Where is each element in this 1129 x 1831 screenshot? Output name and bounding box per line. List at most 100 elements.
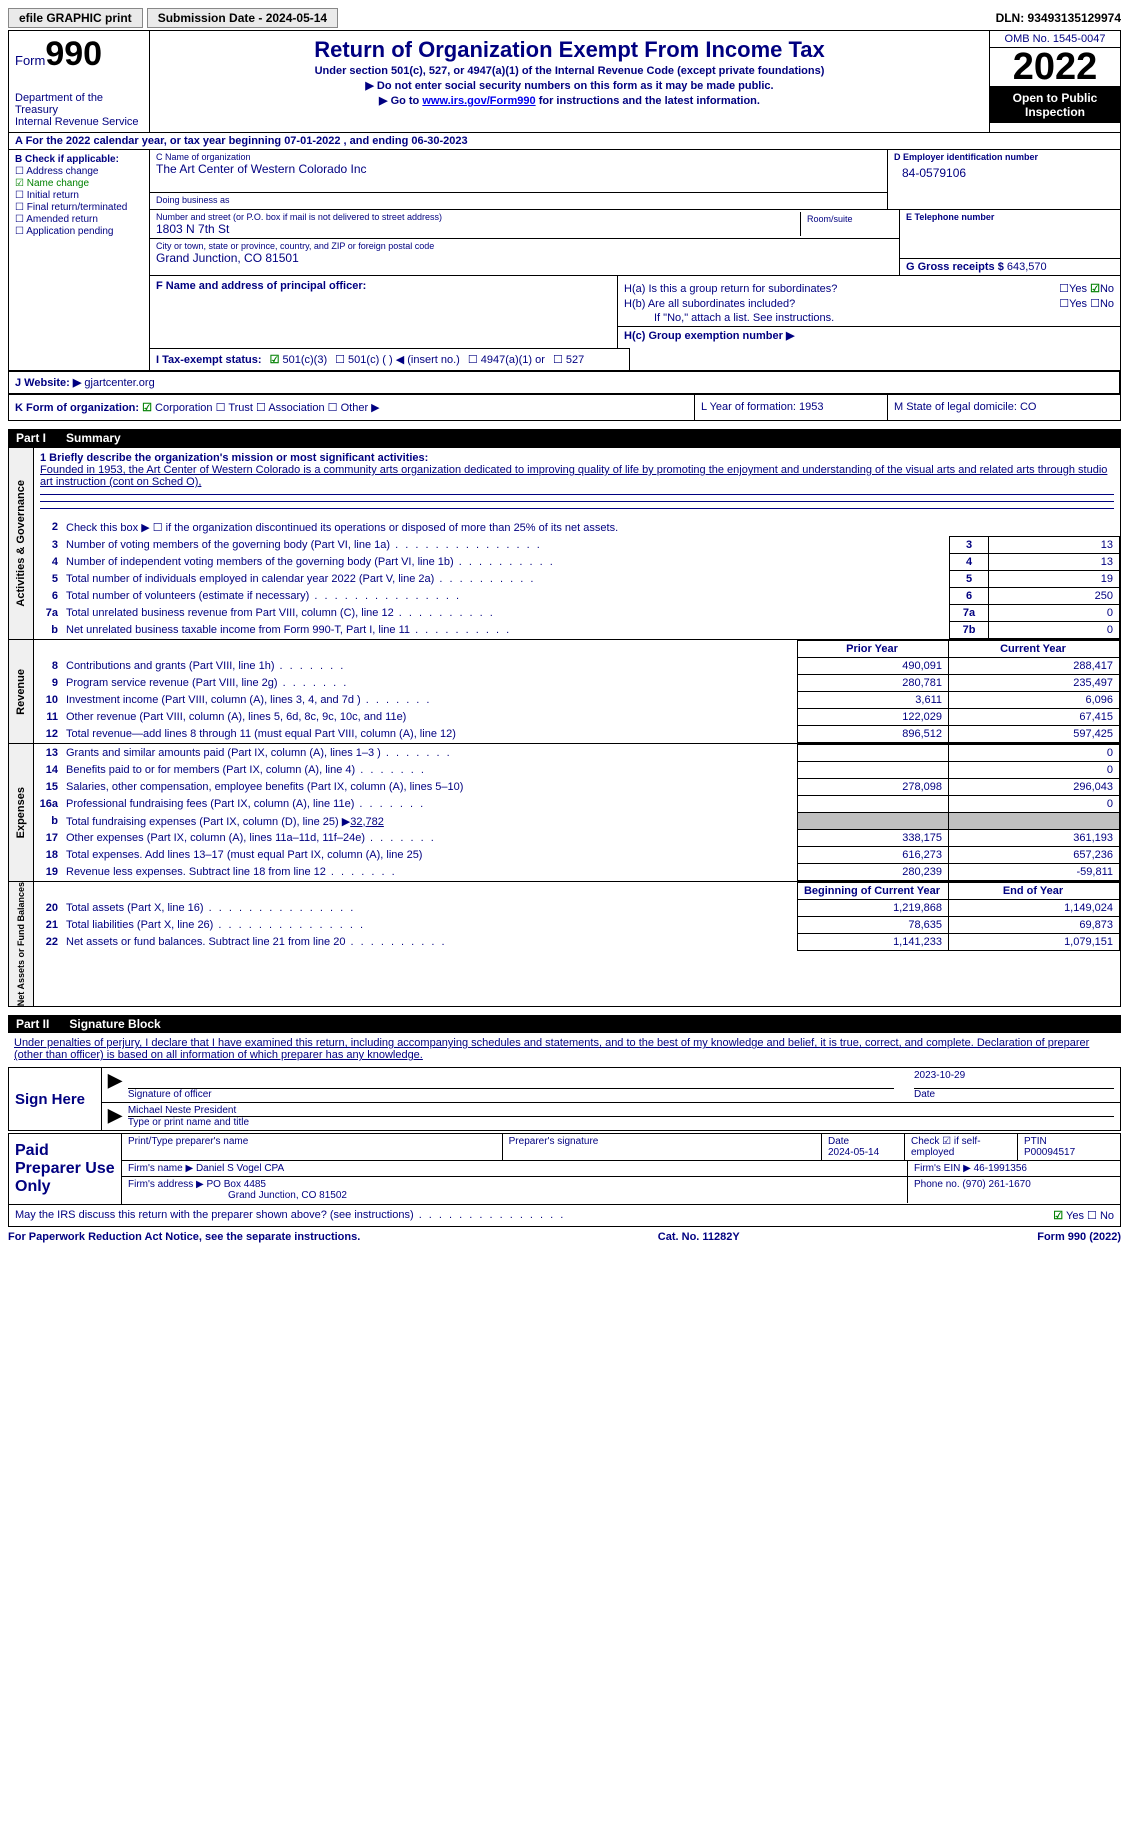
city-value: Grand Junction, CO 81501 [156,251,893,265]
firm-addr2: Grand Junction, CO 81502 [128,1190,347,1201]
sign-here-label: Sign Here [9,1068,102,1130]
line11: Other revenue (Part VIII, column (A), li… [62,709,798,726]
hb-label: H(b) Are all subordinates included? [624,298,1059,310]
line16b: Total fundraising expenses (Part IX, col… [62,813,798,830]
sig-date: 2023-10-29 [914,1070,1114,1089]
sign-block: Sign Here ▶ Signature of officer 2023-10… [8,1067,1121,1131]
hb-yes: Yes [1069,298,1087,310]
section-na: Net Assets or Fund Balances [16,882,26,1006]
cy12: 597,425 [949,726,1120,743]
room-label: Room/suite [807,214,887,224]
tax-status-label: I Tax-exempt status: [156,354,262,366]
chk-application[interactable]: Application pending [15,226,143,237]
cy19: -59,811 [949,864,1120,881]
ha-no: No [1100,283,1114,295]
check-label: B Check if applicable: [15,154,143,165]
efile-button[interactable]: efile GRAPHIC print [8,8,143,28]
val7b: 0 [989,622,1120,639]
chk-address[interactable]: Address change [15,166,143,177]
cy8: 288,417 [949,658,1120,675]
cy16a: 0 [949,796,1120,813]
cat-no: Cat. No. 11282Y [658,1231,740,1243]
py-header: Prior Year [798,641,949,658]
val7a: 0 [989,605,1120,622]
submission-button[interactable]: Submission Date - 2024-05-14 [147,8,338,28]
527: 527 [566,354,584,366]
cy-header: Current Year [949,641,1120,658]
py19: 280,239 [798,864,949,881]
k-row: K Form of organization: ☑ Corporation ☐ … [8,394,1121,421]
line12: Total revenue—add lines 8 through 11 (mu… [62,726,798,743]
officer-label: F Name and address of principal officer: [156,280,611,292]
line9: Program service revenue (Part VIII, line… [62,675,798,692]
ptin-label: PTIN [1024,1136,1114,1147]
chk-name-change[interactable]: Name change [15,178,143,189]
k-other: Other ▶ [341,402,380,414]
pra-notice: For Paperwork Reduction Act Notice, see … [8,1231,360,1243]
ein-value: 84-0579106 [894,162,1114,184]
line14: Benefits paid to or for members (Part IX… [62,762,798,779]
phone-label: E Telephone number [906,212,1114,222]
goto-post: for instructions and the latest informat… [536,95,760,107]
gross-value: 643,570 [1007,261,1047,273]
form-title: Return of Organization Exempt From Incom… [158,37,981,63]
line4: Number of independent voting members of … [62,554,950,571]
k-trust: Trust [228,402,253,414]
line10: Investment income (Part VIII, column (A)… [62,692,798,709]
line18: Total expenses. Add lines 13–17 (must eq… [62,847,798,864]
chk-initial[interactable]: Initial return [15,190,143,201]
irs-link[interactable]: www.irs.gov/Form990 [422,95,535,107]
line3: Number of voting members of the governin… [62,537,950,554]
chk-amended[interactable]: Amended return [15,214,143,225]
preparer-block: Paid Preparer Use Only Print/Type prepar… [8,1133,1121,1205]
form-word: Form [15,53,45,68]
org-name: The Art Center of Western Colorado Inc [156,162,881,176]
py10: 3,611 [798,692,949,709]
checkbox-column: B Check if applicable: Address change Na… [9,150,150,370]
prep-date: 2024-05-14 [828,1147,898,1158]
py16a [798,796,949,813]
header-right: OMB No. 1545-0047 2022 Open to Public In… [989,31,1120,132]
firm-addr-label: Firm's address ▶ [128,1179,204,1190]
line2: Check this box ▶ ☐ if the organization d… [62,519,1120,537]
dba-label: Doing business as [150,192,887,207]
open-inspection: Open to Public Inspection [990,87,1120,123]
hb-note: If "No," attach a list. See instructions… [624,312,1114,324]
chk-final[interactable]: Final return/terminated [15,202,143,213]
val3: 13 [989,537,1120,554]
paid-preparer-label: Paid Preparer Use Only [9,1134,122,1204]
year-formation: L Year of formation: 1953 [695,395,888,420]
footer: For Paperwork Reduction Act Notice, see … [8,1227,1121,1247]
form-number: 990 [45,35,102,73]
gross-label: G Gross receipts $ [906,261,1004,273]
website-label: J Website: ▶ [15,377,81,389]
eoy-header: End of Year [949,883,1120,900]
b20: 1,219,868 [798,900,949,917]
hb-no: No [1100,298,1114,310]
line20: Total assets (Part X, line 16) [62,900,798,917]
form-header: Form990 Department of the Treasury Inter… [8,30,1121,133]
boy-header: Beginning of Current Year [798,883,949,900]
main-info: B Check if applicable: Address change Na… [8,150,1121,371]
city-label: City or town, state or province, country… [156,241,893,251]
part1-num: Part I [16,431,46,445]
line8: Contributions and grants (Part VIII, lin… [62,658,798,675]
ptin: P00094517 [1024,1147,1114,1158]
firm-name: Daniel S Vogel CPA [196,1163,284,1174]
val4: 13 [989,554,1120,571]
line19: Revenue less expenses. Subtract line 18 … [62,864,798,881]
k-assoc: Association [268,402,324,414]
part1-title: Summary [66,431,121,445]
penalty-text: Under penalties of perjury, I declare th… [8,1033,1121,1065]
val5: 19 [989,571,1120,588]
sig-officer-label: Signature of officer [128,1089,894,1100]
section-rev: Revenue [15,669,27,715]
discuss-row: May the IRS discuss this return with the… [8,1205,1121,1227]
ein-label: D Employer identification number [894,152,1114,162]
part2-header: Part II Signature Block [8,1015,1121,1033]
firm-name-label: Firm's name ▶ [128,1163,193,1174]
org-name-label: C Name of organization [156,152,881,162]
501c3: 501(c)(3) [283,354,328,366]
k-label: K Form of organization: [15,402,139,414]
line22: Net assets or fund balances. Subtract li… [62,934,798,951]
